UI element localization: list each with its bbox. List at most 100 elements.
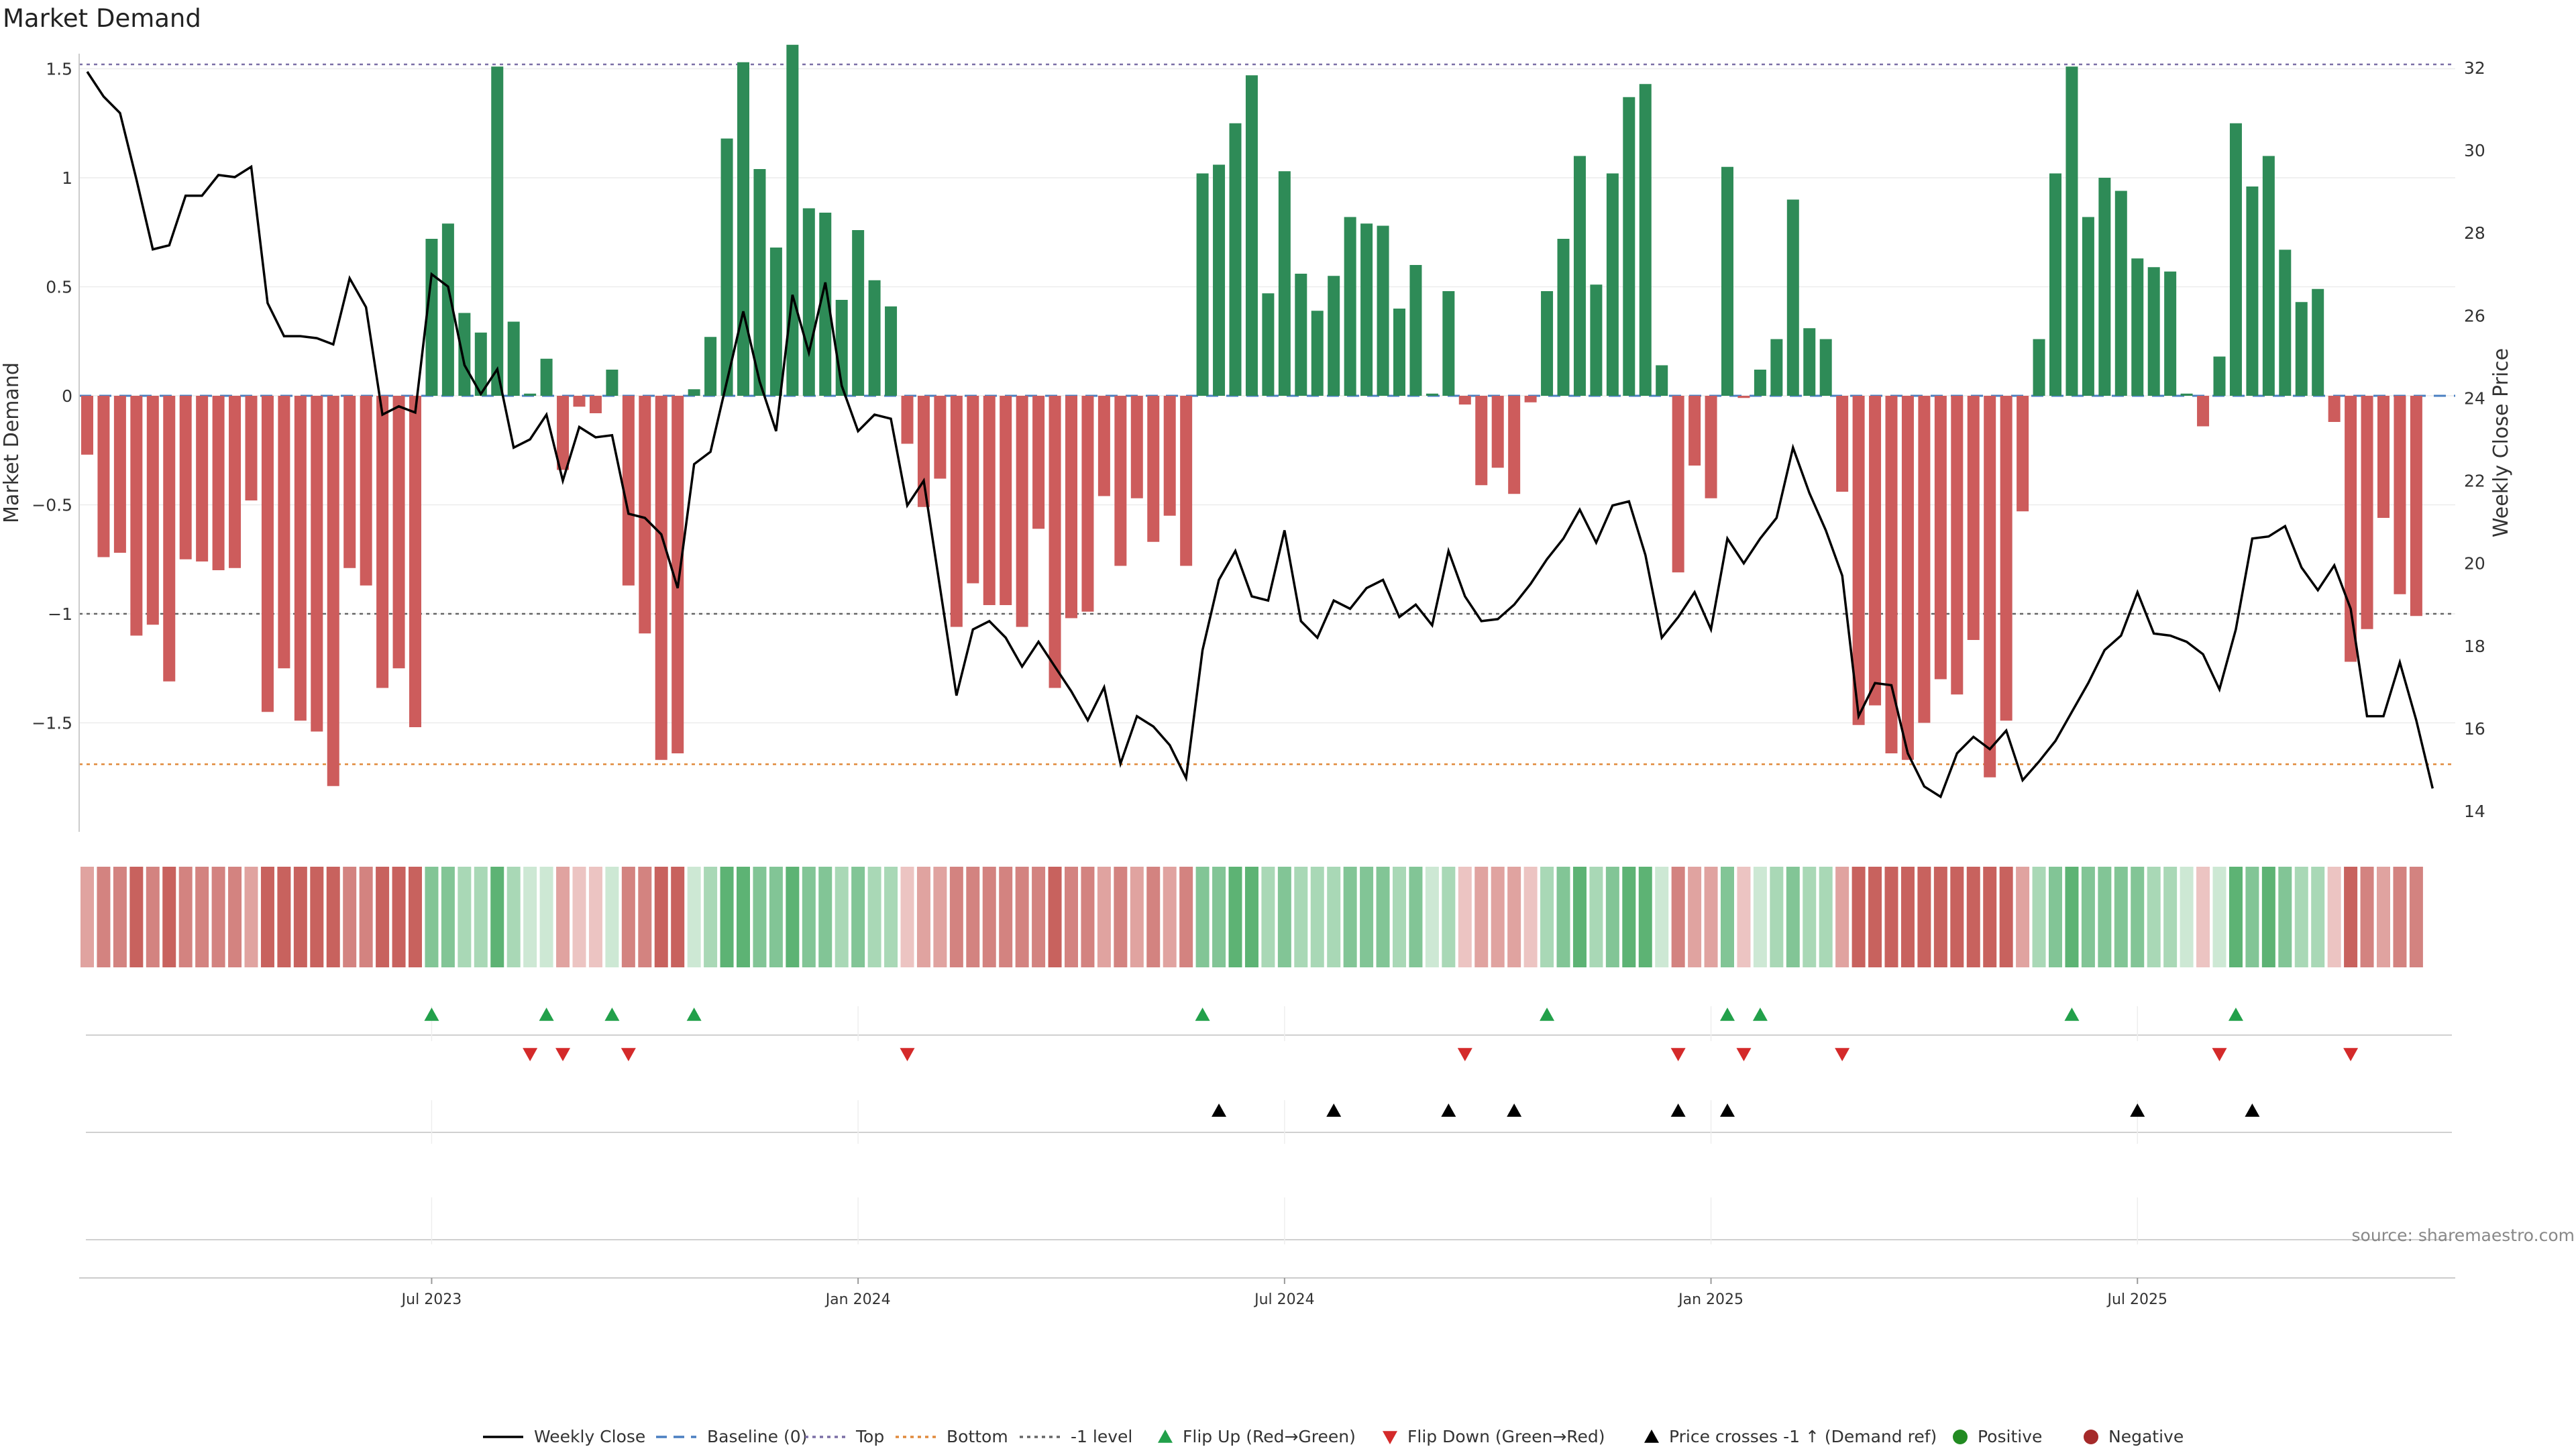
heat-cell bbox=[162, 867, 176, 967]
heat-cell bbox=[1556, 867, 1570, 967]
flip-up-marker bbox=[424, 1008, 439, 1021]
heat-cell bbox=[2032, 867, 2046, 967]
demand-bar bbox=[1163, 396, 1176, 516]
heat-cell bbox=[1770, 867, 1784, 967]
flip-up-marker bbox=[2228, 1008, 2243, 1021]
demand-bar bbox=[392, 396, 405, 669]
demand-bar bbox=[2049, 173, 2061, 396]
demand-bar bbox=[343, 396, 356, 568]
legend-label: Negative bbox=[2108, 1427, 2184, 1446]
demand-bar bbox=[1147, 396, 1160, 542]
heat-cell bbox=[982, 867, 996, 967]
heat-cell bbox=[1638, 867, 1652, 967]
flip-down-marker bbox=[523, 1048, 538, 1061]
heat-cell bbox=[129, 867, 144, 967]
flip-up-marker bbox=[1752, 1008, 1768, 1021]
demand-bar bbox=[1721, 166, 1733, 396]
x-tick-label: Jan 2024 bbox=[824, 1291, 891, 1308]
heat-cell bbox=[2229, 867, 2243, 967]
heat-cell bbox=[2098, 867, 2112, 967]
demand-bar bbox=[2328, 396, 2341, 422]
flip-up-marker bbox=[686, 1008, 702, 1021]
price-cross-marker bbox=[1441, 1104, 1456, 1117]
heat-cell bbox=[343, 867, 357, 967]
y-tick-label: −1 bbox=[48, 604, 72, 624]
demand-bar bbox=[311, 396, 323, 732]
legend-label: Flip Down (Green→Red) bbox=[1407, 1427, 1605, 1446]
heat-cell bbox=[2131, 867, 2145, 967]
heat-cell bbox=[1048, 867, 1062, 967]
y-tick-label: 1 bbox=[62, 168, 72, 188]
demand-bar bbox=[1442, 291, 1455, 396]
heat-cell bbox=[1163, 867, 1177, 967]
demand-bar bbox=[425, 239, 438, 396]
legend-swatch bbox=[1953, 1430, 1968, 1444]
demand-bar bbox=[1705, 396, 1717, 498]
heat-cell bbox=[1819, 867, 1833, 967]
demand-bar bbox=[1081, 396, 1094, 612]
heat-cell bbox=[277, 867, 291, 967]
heat-cell bbox=[1212, 867, 1226, 967]
price-cross-marker bbox=[2130, 1104, 2145, 1117]
demand-bar bbox=[474, 332, 487, 396]
demand-bar bbox=[720, 138, 733, 396]
y2-tick-label: 28 bbox=[2464, 223, 2485, 243]
heat-cell bbox=[654, 867, 668, 967]
demand-bar bbox=[1918, 396, 1931, 723]
heat-cell bbox=[2212, 867, 2226, 967]
y2-tick-label: 32 bbox=[2464, 58, 2485, 78]
weekly-close-line bbox=[86, 70, 2434, 799]
legend-swatch bbox=[2084, 1430, 2098, 1444]
heat-cell bbox=[867, 867, 881, 967]
heat-cell bbox=[737, 867, 750, 967]
chart-title: Market Demand bbox=[3, 4, 201, 33]
demand-bar bbox=[802, 208, 815, 396]
heat-cell bbox=[441, 867, 455, 967]
demand-bar bbox=[1639, 84, 1652, 396]
y2-tick-label: 22 bbox=[2464, 472, 2485, 491]
demand-bar bbox=[1000, 396, 1012, 605]
heat-cell bbox=[539, 867, 553, 967]
heat-cell bbox=[1868, 867, 1882, 967]
demand-bar bbox=[212, 396, 225, 570]
demand-bar bbox=[688, 389, 700, 396]
heat-cell bbox=[786, 867, 800, 967]
demand-bar bbox=[753, 169, 766, 396]
flip-down-marker bbox=[2343, 1048, 2359, 1061]
flip-up-marker bbox=[604, 1008, 620, 1021]
flip-down-marker bbox=[2212, 1048, 2227, 1061]
demand-bar bbox=[639, 396, 651, 634]
heat-cell bbox=[835, 867, 849, 967]
demand-bar bbox=[1409, 265, 1422, 396]
demand-bar bbox=[1180, 396, 1193, 566]
demand-bar bbox=[672, 396, 684, 753]
demand-bar bbox=[1426, 393, 1438, 396]
y-tick-label: 0.5 bbox=[46, 278, 72, 297]
heat-cell bbox=[966, 867, 980, 967]
y-tick-label: 0 bbox=[62, 386, 72, 406]
demand-bar bbox=[2361, 396, 2373, 629]
demand-bar bbox=[1262, 293, 1275, 396]
heat-cell bbox=[506, 867, 521, 967]
x-tick-label: Jan 2025 bbox=[1677, 1291, 1743, 1308]
y2-tick-label: 26 bbox=[2464, 306, 2485, 325]
heat-cell bbox=[1491, 867, 1505, 967]
demand-bar bbox=[376, 396, 389, 688]
demand-bar bbox=[967, 396, 979, 584]
heat-cell bbox=[1704, 867, 1718, 967]
heat-cell bbox=[1933, 867, 1947, 967]
demand-bar bbox=[1852, 396, 1865, 725]
demand-bar bbox=[1754, 370, 1766, 396]
heat-cell bbox=[1688, 867, 1702, 967]
demand-bar bbox=[1508, 396, 1521, 494]
heat-cell bbox=[1277, 867, 1291, 967]
y2-axis: 32 30 28 26 24 22 20 18 16 14 bbox=[2464, 58, 2485, 821]
heat-cell bbox=[704, 867, 718, 967]
legend-label: -1 level bbox=[1071, 1427, 1132, 1446]
demand-bar bbox=[1475, 396, 1488, 486]
flip-down-marker bbox=[1835, 1048, 1850, 1061]
heat-cell bbox=[1900, 867, 1915, 967]
demand-bar bbox=[1016, 396, 1028, 627]
demand-bar bbox=[2262, 156, 2275, 396]
flip-down-marker bbox=[900, 1048, 915, 1061]
